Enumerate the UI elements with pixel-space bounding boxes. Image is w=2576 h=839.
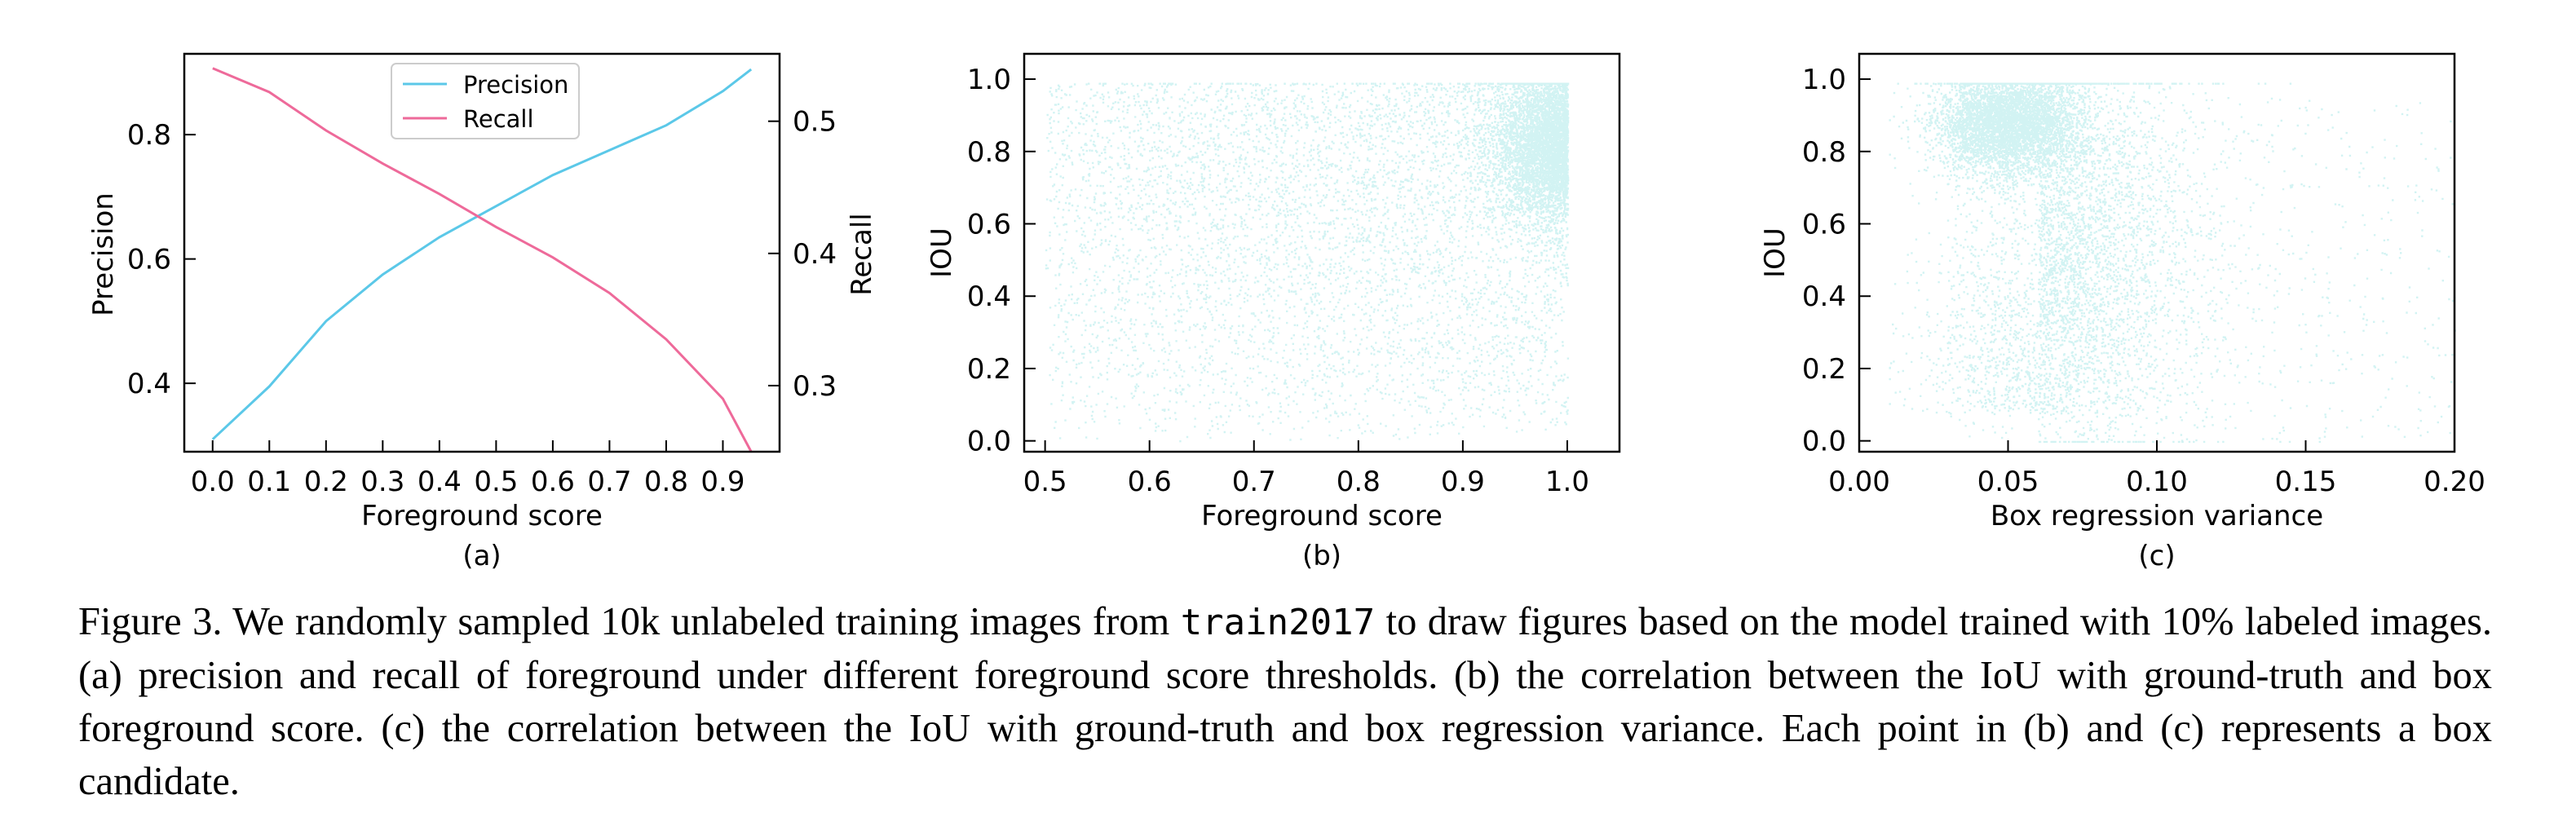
x-axis-label: Box regression variance [1991, 500, 2323, 532]
panel-b-iou-vs-foreground-score-scatter: 0.5 0.6 0.7 0.8 0.9 1.0 0.0 0.2 0.4 0.6 0.8 1.0 For… [926, 52, 1621, 571]
y-tick-label: 0.4 [967, 280, 1011, 313]
x-tick-label: 0.2 [304, 466, 348, 498]
y-tick-label: 0.0 [1802, 426, 1846, 458]
legend-entry-precision: Precision [463, 71, 568, 99]
y-tick-label: 0.8 [1802, 136, 1846, 169]
x-tick-label: 0.8 [1337, 466, 1381, 498]
series-line-recall [212, 67, 753, 453]
x-axis-label: Foreground score [361, 500, 603, 532]
y-tick-label: 1.0 [967, 64, 1011, 96]
series-line-precision [211, 68, 753, 440]
x-axis-label: Foreground score [1201, 500, 1443, 532]
plot-frame [1858, 52, 2456, 453]
y-tick-label: 0.6 [967, 209, 1011, 241]
x-tick-label: 0.6 [531, 466, 575, 498]
left-y-tick-label: 0.4 [127, 368, 171, 400]
right-y-tick-label: 0.5 [793, 106, 837, 139]
x-tick-label: 0.20 [2424, 466, 2485, 498]
left-y-axis-label: Precision [87, 192, 120, 316]
x-tick-label: 0.8 [644, 466, 688, 498]
y-tick-label: 0.2 [967, 353, 1011, 386]
panel-label: (c) [2138, 540, 2175, 571]
x-tick-label: 0.00 [1828, 466, 1890, 498]
y-tick-label: 0.2 [1802, 353, 1846, 386]
x-tick-label: 1.0 [1545, 466, 1589, 498]
plot-frame [1023, 52, 1621, 453]
x-tick-label: 0.05 [1977, 466, 2039, 498]
y-axis-label: IOU [1759, 227, 1792, 278]
y-tick-label: 0.8 [967, 136, 1011, 169]
y-tick-label: 0.6 [1802, 209, 1846, 241]
x-tick-label: 0.0 [191, 466, 235, 498]
panel-label: (a) [462, 540, 501, 571]
y-axis-label: IOU [926, 227, 958, 278]
x-tick-label: 0.5 [1023, 466, 1067, 498]
panel-a-precision-recall-chart: 0.0 0.1 0.2 0.3 0.4 0.5 0.6 0.7 0.8 0.9 0.4 0.6 0.8 0… [87, 52, 878, 571]
y-tick-label: 1.0 [1802, 64, 1846, 96]
x-tick-label: 0.9 [700, 466, 745, 498]
right-y-tick-label: 0.4 [793, 238, 837, 271]
x-tick-label: 0.5 [474, 466, 518, 498]
x-tick-label: 0.6 [1128, 466, 1172, 498]
legend-entry-recall: Recall [463, 105, 534, 133]
x-tick-label: 0.3 [360, 466, 404, 498]
figure-caption: Figure 3. We randomly sampled 10k unlabe… [78, 595, 2492, 808]
x-tick-label: 0.7 [587, 466, 631, 498]
x-tick-label: 0.4 [418, 466, 462, 498]
scatter-points [1045, 82, 1570, 443]
x-tick-label: 0.9 [1441, 466, 1485, 498]
caption-text-start: Figure 3. We randomly sampled 10k unlabe… [78, 600, 1181, 643]
y-tick-label: 0.4 [1802, 280, 1846, 313]
panel-label: (b) [1302, 540, 1341, 571]
y-tick-label: 0.0 [967, 426, 1011, 458]
figure-3: 0.0 0.1 0.2 0.3 0.4 0.5 0.6 0.7 0.8 0.90.40.60.80… [87, 52, 2485, 571]
left-y-tick-label: 0.8 [127, 119, 171, 152]
caption-text-rest: to draw figures based on the model train… [78, 600, 2492, 803]
caption-code-dataset: train2017 [1180, 602, 1376, 643]
right-y-axis-label: Recall [846, 213, 878, 295]
left-y-tick-label: 0.6 [127, 244, 171, 276]
x-tick-label: 0.10 [2126, 466, 2188, 498]
right-y-tick-label: 0.3 [793, 370, 837, 403]
x-tick-label: 0.1 [247, 466, 291, 498]
x-tick-label: 0.7 [1232, 466, 1276, 498]
x-tick-label: 0.15 [2275, 466, 2337, 498]
scatter-points [1889, 82, 2456, 444]
legend: Precision Recall [391, 63, 580, 139]
panel-c-iou-vs-box-regression-variance-scatter: 0.00 0.05 0.10 0.15 0.20 0.0 0.2 0.4 0.6 0.8 1.0 B… [1759, 52, 2485, 571]
